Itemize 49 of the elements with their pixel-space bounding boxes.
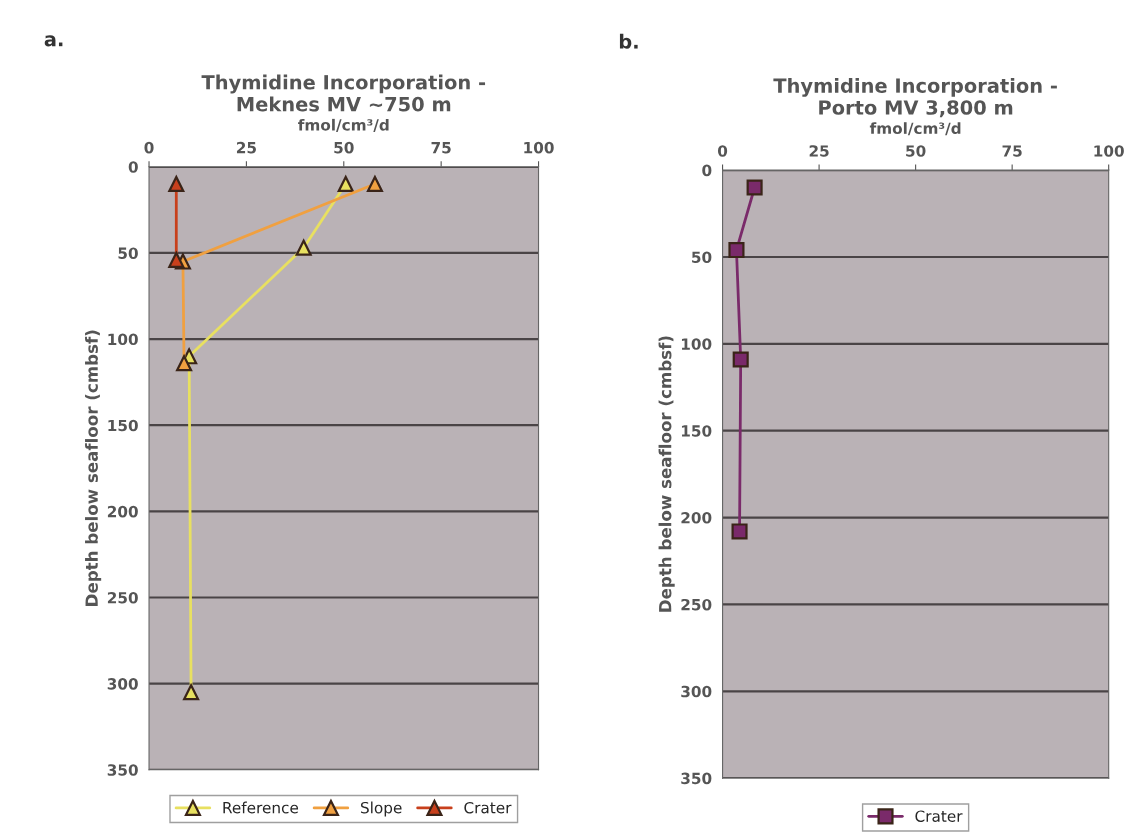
y-tick-label: 50: [118, 247, 138, 259]
x-tick-label: 50: [906, 145, 926, 157]
y-tick-label: 100: [681, 338, 712, 350]
y-axis-title: Depth below seafloor (cmbsf): [658, 336, 675, 612]
y-axis-title: Depth below seafloor (cmbsf): [85, 330, 102, 606]
point: [732, 351, 749, 368]
x-tick-label: 25: [236, 141, 256, 154]
chart-title: Thymidine Incorporation - Meknes MV ~750 m: [201, 74, 486, 112]
y-tick-label: 300: [107, 678, 138, 690]
text: a.: [44, 35, 63, 47]
point: [366, 175, 383, 193]
y-tick-label: 250: [681, 598, 712, 611]
x-tick-label: 100: [1094, 145, 1124, 157]
x-tick-label: 0: [717, 145, 728, 157]
legend-label: Crater: [915, 810, 963, 822]
text: b.: [619, 33, 638, 49]
point: [731, 523, 748, 540]
x-tick-label: 50: [334, 141, 354, 154]
x-tick-label: 75: [431, 142, 451, 154]
point: [337, 175, 354, 193]
chart-title: Thymidine Incorporation - Porto MV 3,800 m: [773, 77, 1057, 118]
x-tick-label: 0: [144, 141, 154, 154]
legend-label: Reference: [223, 801, 299, 814]
point: [746, 179, 763, 196]
x-axis-title: fmol/cm³/d: [298, 118, 389, 132]
y-tick-label: 50: [692, 251, 712, 264]
y-tick-label: 300: [681, 685, 712, 698]
y-tick-label: 350: [681, 772, 712, 785]
y-tick-label: 150: [108, 419, 138, 432]
x-tick-label: 75: [1002, 145, 1022, 157]
y-tick-label: 200: [681, 512, 712, 524]
point: [168, 175, 185, 193]
legend-label: Crater: [464, 801, 512, 814]
x-tick-label: 25: [809, 145, 829, 157]
legend-label: Slope: [360, 801, 402, 817]
y-tick-label: 350: [107, 764, 138, 776]
y-tick-label: 100: [108, 333, 138, 346]
point: [168, 251, 185, 268]
y-tick-label: 0: [128, 161, 138, 173]
y-tick-label: 0: [702, 164, 712, 177]
point: [183, 684, 200, 701]
point: [728, 241, 745, 259]
x-tick-label: 100: [524, 141, 554, 154]
y-tick-label: 150: [681, 425, 712, 437]
y-tick-label: 250: [107, 591, 138, 604]
x-axis-title: fmol/cm³/d: [869, 122, 961, 136]
point: [295, 239, 312, 256]
y-tick-label: 200: [107, 505, 138, 518]
point: [176, 355, 193, 372]
